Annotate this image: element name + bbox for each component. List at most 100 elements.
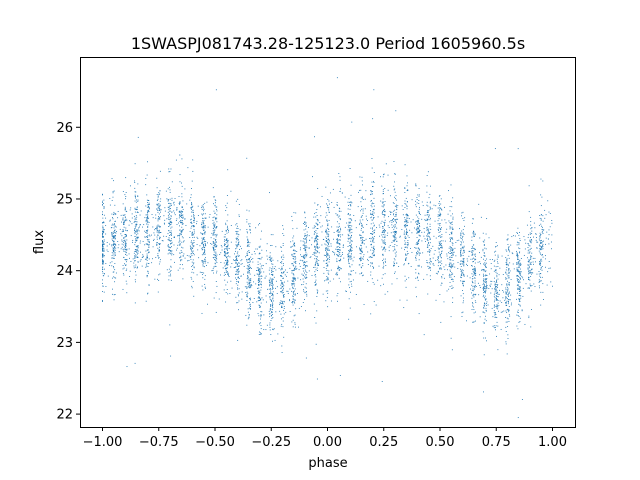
data-point xyxy=(272,302,273,304)
data-point xyxy=(440,245,442,247)
data-point xyxy=(306,261,308,263)
data-point xyxy=(395,195,397,197)
data-point xyxy=(105,217,107,219)
data-point xyxy=(204,231,206,233)
data-point xyxy=(248,268,249,270)
data-point xyxy=(418,232,420,234)
data-point xyxy=(445,222,447,224)
data-point xyxy=(215,265,217,267)
data-point xyxy=(347,235,349,237)
data-point xyxy=(201,285,203,287)
data-point xyxy=(186,203,188,205)
data-point xyxy=(538,281,540,283)
data-point xyxy=(304,233,306,235)
data-point xyxy=(123,267,125,269)
data-point xyxy=(439,255,441,257)
data-point xyxy=(378,265,380,267)
data-point xyxy=(305,228,307,230)
data-point xyxy=(449,225,451,227)
data-point xyxy=(427,212,429,213)
data-point xyxy=(123,248,125,250)
data-point xyxy=(484,275,486,277)
data-point xyxy=(426,185,428,187)
data-point xyxy=(114,232,116,234)
data-point xyxy=(328,234,330,236)
data-point xyxy=(292,264,294,266)
data-point xyxy=(249,261,251,263)
data-point xyxy=(489,284,491,286)
data-point xyxy=(122,214,124,216)
data-point xyxy=(338,252,340,254)
data-point xyxy=(337,251,339,253)
data-point xyxy=(496,292,498,294)
data-point xyxy=(519,298,520,300)
data-point xyxy=(282,282,284,284)
data-point xyxy=(174,214,176,216)
data-point xyxy=(129,270,131,272)
data-point xyxy=(302,275,304,277)
data-point xyxy=(496,258,498,260)
data-point xyxy=(271,315,273,317)
data-point xyxy=(511,302,512,304)
data-point xyxy=(102,254,103,256)
data-point xyxy=(531,268,533,270)
data-point xyxy=(259,269,261,271)
data-point xyxy=(103,222,105,224)
data-point xyxy=(171,234,172,236)
data-point xyxy=(246,286,248,288)
data-point xyxy=(541,214,543,216)
data-point xyxy=(384,293,386,295)
data-point xyxy=(291,254,293,256)
data-point xyxy=(137,257,139,259)
data-point xyxy=(147,211,149,213)
data-point xyxy=(470,288,472,290)
data-point xyxy=(429,219,431,221)
data-point xyxy=(505,249,507,251)
data-point xyxy=(156,200,158,202)
data-point xyxy=(440,255,442,257)
data-point xyxy=(433,264,435,266)
data-point xyxy=(551,248,552,250)
data-point xyxy=(325,247,327,249)
data-point xyxy=(237,273,239,275)
data-point xyxy=(272,295,274,297)
data-point xyxy=(460,252,462,254)
data-point xyxy=(294,283,296,285)
data-point xyxy=(224,243,226,245)
data-point xyxy=(305,274,307,276)
data-point xyxy=(382,193,384,195)
data-point xyxy=(502,290,504,291)
data-point xyxy=(145,258,147,260)
data-point xyxy=(351,285,353,287)
data-point xyxy=(528,259,530,261)
data-point xyxy=(146,275,148,277)
data-point xyxy=(495,289,497,291)
data-point xyxy=(237,269,239,271)
data-point xyxy=(312,253,314,255)
data-point xyxy=(316,244,318,246)
data-point xyxy=(293,243,295,245)
data-point xyxy=(124,229,126,231)
data-point xyxy=(113,242,115,244)
data-point xyxy=(152,246,154,248)
data-point xyxy=(373,217,375,218)
data-point xyxy=(339,259,341,261)
data-point xyxy=(238,242,239,244)
data-point xyxy=(452,279,454,281)
data-point xyxy=(314,284,316,285)
data-point xyxy=(259,273,261,275)
data-point xyxy=(273,300,275,302)
data-point xyxy=(460,274,462,276)
data-point xyxy=(202,237,204,239)
data-point xyxy=(112,237,114,239)
data-point xyxy=(170,279,172,281)
data-point xyxy=(325,250,327,251)
data-point xyxy=(192,263,194,265)
data-point xyxy=(202,221,204,223)
data-point xyxy=(168,226,170,227)
data-point xyxy=(115,272,117,274)
data-point xyxy=(145,250,147,252)
data-point xyxy=(135,223,137,225)
data-point xyxy=(199,245,201,247)
data-point xyxy=(205,260,207,262)
